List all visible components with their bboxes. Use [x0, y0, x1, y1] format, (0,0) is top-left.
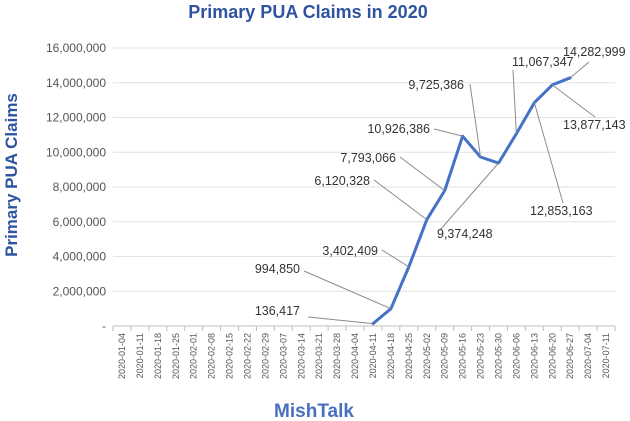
axes — [112, 325, 616, 331]
x-tick-label: 2020-07-04 — [583, 333, 593, 379]
x-tick-label: 2020-05-16 — [458, 333, 468, 379]
y-tick-label: 12,000,000 — [46, 111, 106, 125]
x-tick-label: 2020-02-08 — [207, 333, 217, 379]
y-tick-label: 10,000,000 — [46, 145, 106, 159]
data-label: 9,374,248 — [437, 227, 493, 241]
data-label: 13,877,143 — [563, 118, 626, 132]
x-tick-labels: 2020-01-04 2020-01-11 2020-01-18 2020-01-25… — [117, 333, 611, 379]
x-tick-label: 2020-01-25 — [171, 333, 181, 379]
y-tick-label: 4,000,000 — [53, 250, 107, 264]
x-tick-label: 2020-05-23 — [476, 333, 486, 379]
label-leader-line — [373, 179, 428, 221]
x-tick-label: 2020-04-11 — [368, 333, 378, 378]
x-tick-label: 2020-01-04 — [117, 333, 127, 379]
label-leader-line — [569, 61, 590, 79]
x-tick-label: 2020-01-18 — [153, 333, 163, 379]
y-tick-label: - — [102, 319, 106, 333]
label-leader-line — [433, 128, 463, 137]
x-tick-label: 2020-05-02 — [422, 333, 432, 379]
x-tick-label: 2020-03-07 — [278, 333, 288, 379]
x-tick-label: 2020-02-22 — [242, 333, 252, 379]
x-tick-label: 2020-02-01 — [189, 333, 199, 379]
y-tick-label: 2,000,000 — [53, 284, 107, 298]
label-leader-line — [399, 156, 445, 191]
data-label: 9,725,386 — [408, 78, 464, 92]
x-tick-label: 2020-07-11 — [601, 333, 611, 378]
gridlines — [113, 47, 615, 292]
x-tick-label: 2020-03-28 — [332, 333, 342, 379]
label-leader-line — [307, 316, 374, 325]
chart-title: Primary PUA Claims in 2020 — [188, 2, 427, 22]
x-tick-label: 2020-01-11 — [135, 333, 145, 378]
x-tick-label: 2020-02-29 — [260, 333, 270, 379]
x-tick-label: 2020-05-09 — [440, 333, 450, 379]
x-tick-label: 2020-04-25 — [404, 333, 414, 379]
label-leader-line — [551, 84, 596, 118]
y-tick-label: 8,000,000 — [53, 180, 107, 194]
y-axis-label: Primary PUA Claims — [2, 93, 21, 257]
data-label: 994,850 — [255, 262, 300, 276]
label-leader-line — [512, 69, 517, 134]
x-tick-label: 2020-03-14 — [296, 333, 306, 379]
footer-brand: MishTalk — [274, 401, 354, 421]
series-layer — [371, 76, 572, 326]
x-tick-label: 2020-04-18 — [386, 333, 396, 379]
x-tick-label: 2020-06-13 — [529, 333, 539, 379]
data-label: 10,926,386 — [367, 122, 430, 136]
x-tick-label: 2020-06-06 — [511, 333, 521, 379]
x-tick-label: 2020-05-30 — [493, 333, 503, 379]
y-tick-label: 6,000,000 — [53, 215, 107, 229]
data-label: 136,417 — [255, 304, 300, 318]
label-leader-line — [381, 249, 410, 268]
label-leader-line — [469, 83, 482, 158]
data-label: 14,282,999 — [563, 45, 626, 59]
data-label: 11,067,347 — [512, 55, 574, 69]
x-tick-label: 2020-06-27 — [565, 333, 575, 379]
label-leader-line — [439, 162, 499, 231]
y-tick-label: 16,000,000 — [46, 41, 106, 55]
data-label: 3,402,409 — [322, 244, 378, 258]
y-tick-label: 14,000,000 — [46, 76, 106, 90]
x-tick-label: 2020-04-04 — [350, 333, 360, 379]
x-tick-label: 2020-03-21 — [314, 333, 324, 379]
label-leader-line — [303, 270, 392, 310]
data-label: 7,793,066 — [340, 151, 396, 165]
series-line — [371, 76, 572, 326]
data-label: 12,853,163 — [530, 204, 593, 218]
data-labels: 136,417 994,850 3,402,409 6,120,328 7,793,06… — [255, 45, 626, 325]
y-tick-labels: - 2,000,000 4,000,000 6,000,000 8,000,000 10,… — [46, 41, 106, 333]
x-tick-label: 2020-06-20 — [547, 333, 557, 379]
x-tick-label: 2020-02-15 — [225, 333, 235, 379]
label-leader-line — [533, 102, 564, 204]
data-label: 6,120,328 — [314, 174, 370, 188]
